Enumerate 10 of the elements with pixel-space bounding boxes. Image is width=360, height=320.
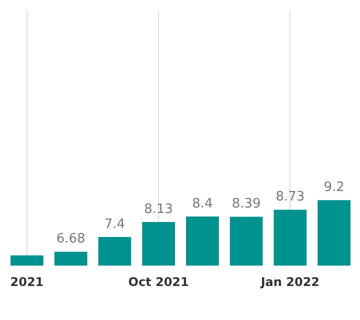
x-tick-label: 2021 xyxy=(10,274,44,289)
data-label: 8.4 xyxy=(192,196,213,212)
data-label: 9.2 xyxy=(324,180,344,196)
data-label: 8.13 xyxy=(144,202,174,217)
x-tick-label: Oct 2021 xyxy=(128,274,189,289)
data-label: 6.68 xyxy=(56,232,86,247)
data-label: 7.4 xyxy=(104,216,126,232)
data-label: 8.39 xyxy=(232,196,261,212)
data-label: 8.73 xyxy=(276,190,305,205)
x-tick-label: Jan 2022 xyxy=(260,274,320,289)
